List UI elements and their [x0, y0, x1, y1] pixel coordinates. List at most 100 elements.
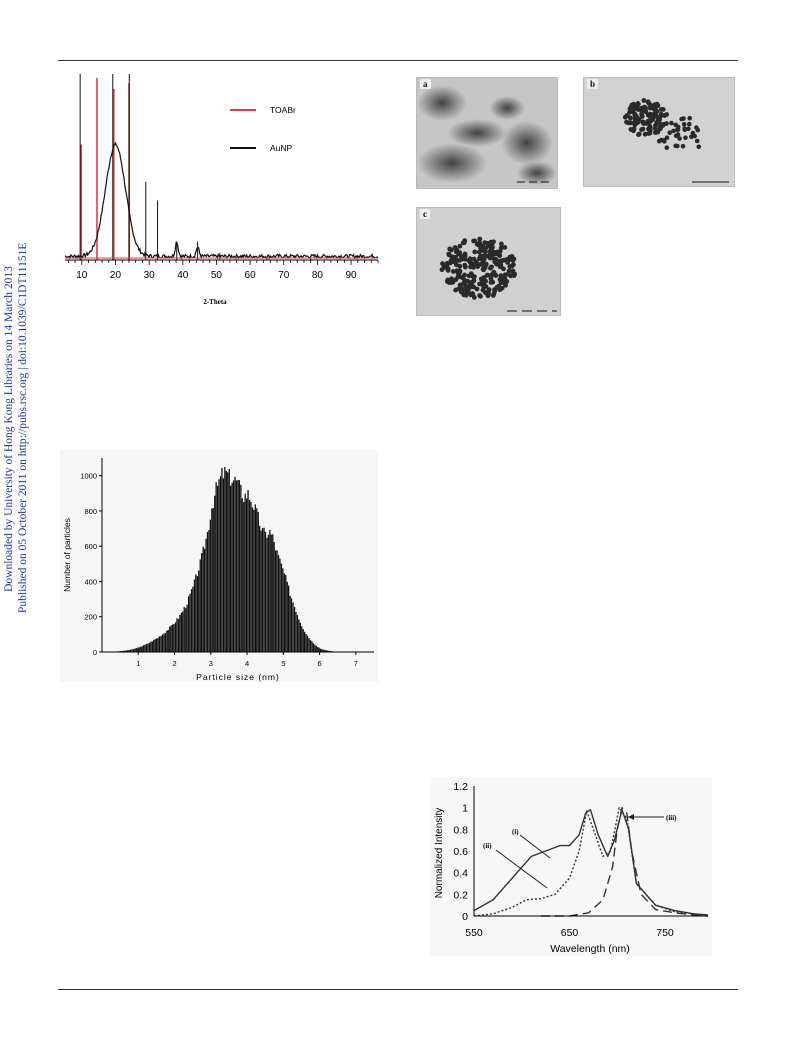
histogram-bar: [272, 534, 274, 652]
histogram-bar: [222, 478, 225, 652]
histogram-bar: [134, 648, 136, 652]
y-tick-label: 0.8: [453, 824, 468, 836]
histogram-bar: [256, 508, 258, 652]
x-axis-label: 2-Theta: [203, 298, 227, 306]
nanoparticle: [461, 255, 467, 261]
histogram-bar: [325, 650, 328, 652]
nanoparticle: [653, 112, 658, 117]
nanoparticle: [464, 286, 470, 292]
histogram-bar: [224, 467, 226, 652]
histogram-bar: [182, 611, 184, 652]
histogram-bar: [196, 576, 198, 652]
nanoparticle: [453, 249, 459, 255]
nanoparticle: [657, 126, 663, 131]
y-tick-label: 0.4: [453, 868, 468, 880]
histogram-bar: [293, 606, 296, 652]
nanoparticle: [481, 275, 487, 280]
histogram-bar: [243, 502, 245, 652]
histogram-bar: [254, 504, 256, 652]
nanoparticle: [664, 121, 669, 126]
histogram-bar: [217, 485, 219, 652]
histogram-bar: [129, 649, 132, 652]
nanoparticle: [475, 264, 481, 269]
nanoparticle: [470, 279, 475, 285]
nanoparticle: [675, 132, 681, 137]
nanoparticle: [502, 245, 508, 250]
histogram-bar: [172, 624, 174, 652]
x-axis-label: Wavelength (nm): [550, 943, 630, 955]
annotation-arrow-i: [519, 834, 551, 859]
nanoparticle: [627, 115, 633, 121]
histogram-bar: [304, 631, 306, 652]
histogram-bar: [157, 637, 159, 652]
nanoparticle: [683, 135, 688, 140]
y-tick-label: 200: [84, 613, 97, 622]
nanoparticle: [641, 98, 647, 103]
histogram-bar: [169, 626, 171, 652]
nanoparticle: [470, 273, 475, 279]
histogram-bar: [158, 636, 161, 652]
nanoparticle: [690, 130, 696, 136]
histogram-bar: [225, 471, 227, 652]
nanoparticle: [681, 122, 687, 127]
x-tick-label: 90: [346, 270, 358, 281]
nanoparticle: [639, 108, 645, 114]
histogram-bar: [289, 595, 291, 652]
nanoparticle: [459, 289, 464, 295]
nanoparticle: [628, 127, 634, 132]
nanoparticle: [467, 256, 473, 262]
nanoparticle: [457, 243, 463, 249]
tem-label-b: b: [587, 79, 599, 89]
spectrum-series-2: [473, 807, 709, 917]
nanoparticle: [470, 291, 476, 297]
tem-image-b: [584, 78, 734, 186]
histogram-bar: [235, 480, 238, 652]
annotation-arrow-ii: [495, 849, 548, 889]
histogram-bar: [292, 602, 294, 652]
nanoparticle: [440, 261, 445, 266]
histogram-bar: [247, 490, 249, 652]
histogram-bar: [141, 646, 143, 652]
x-tick-label: 4: [245, 659, 249, 668]
nanoparticle: [664, 145, 670, 150]
histogram-bar: [260, 530, 262, 652]
histogram-bar: [219, 476, 222, 652]
nanoparticle: [629, 108, 635, 114]
nanoparticle: [450, 269, 456, 274]
nanoparticle: [483, 253, 489, 259]
histogram-bar: [206, 532, 209, 652]
histogram-bar: [203, 548, 206, 652]
nanoparticle: [481, 281, 487, 286]
nanoparticle: [446, 252, 452, 258]
nanoparticle: [680, 143, 686, 149]
histogram-bar: [193, 579, 196, 652]
nanoparticle: [477, 236, 483, 242]
histogram-bar: [327, 650, 329, 652]
histogram-bar: [160, 636, 162, 652]
nanoparticle: [469, 264, 475, 269]
nanoparticle: [502, 272, 508, 278]
histogram-bar: [253, 509, 255, 652]
x-tick-label: 70: [278, 270, 290, 281]
histogram-bar: [125, 650, 127, 652]
histogram-bar: [192, 586, 194, 652]
histogram-chart: 1 2 3 4 5 6 7 0 200 400 600 800 1000 Particle size (n…: [60, 450, 378, 682]
annotation-iii: (iii): [666, 814, 677, 822]
nanoparticle: [677, 136, 682, 141]
nanoparticle: [661, 138, 667, 143]
nanoparticle: [462, 262, 468, 268]
nanoparticle: [636, 132, 641, 138]
x-tick-label: 40: [177, 270, 189, 281]
annotation-arrowhead-iii: [628, 814, 634, 820]
nanoparticle: [509, 263, 515, 269]
histogram-bar: [238, 480, 240, 652]
histogram-bar: [183, 607, 185, 652]
nanoparticle: [482, 264, 488, 269]
tem-label-a: a: [420, 79, 431, 89]
histogram-bar: [198, 570, 200, 652]
histogram-bar: [250, 502, 252, 652]
histogram-bar: [311, 641, 313, 652]
histogram-bar: [328, 650, 330, 652]
xrd-figure: 10 20 30 40 50 60 70 80 90 2-Theta TOABr AuNP: [60, 68, 382, 318]
histogram-bar: [202, 546, 204, 652]
